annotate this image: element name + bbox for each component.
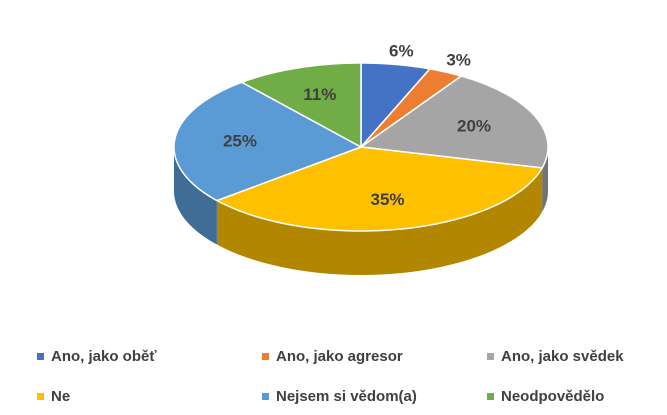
- slice-side: [542, 147, 548, 212]
- legend-label: Neodpovědělo: [501, 388, 604, 405]
- legend-swatch: [487, 393, 494, 400]
- legend-label: Ano, jako agresor: [276, 348, 403, 365]
- legend-swatch: [37, 393, 44, 400]
- slice: [360, 68, 463, 148]
- legend-label: Ano, jako svědek: [501, 348, 624, 365]
- slice: [215, 146, 544, 232]
- legend-swatch: [37, 353, 44, 360]
- data-label: 11%: [303, 85, 336, 104]
- data-label: 6%: [389, 42, 414, 61]
- slice-side: [174, 147, 217, 245]
- slice: [173, 81, 363, 202]
- legend-label: Nejsem si vědom(a): [276, 388, 417, 405]
- legend-label: Ano, jako oběť: [51, 348, 157, 365]
- legend-swatch: [262, 393, 269, 400]
- slice: [360, 62, 432, 149]
- slice-side: [216, 167, 543, 275]
- data-label: 35%: [370, 190, 404, 209]
- slice: [358, 75, 549, 169]
- data-label: 25%: [223, 131, 257, 150]
- data-label: 20%: [457, 116, 491, 135]
- slice: [239, 62, 362, 149]
- legend-label: Ne: [51, 388, 70, 405]
- legend-swatch: [262, 353, 269, 360]
- data-label: 3%: [446, 50, 471, 69]
- legend-swatch: [487, 353, 494, 360]
